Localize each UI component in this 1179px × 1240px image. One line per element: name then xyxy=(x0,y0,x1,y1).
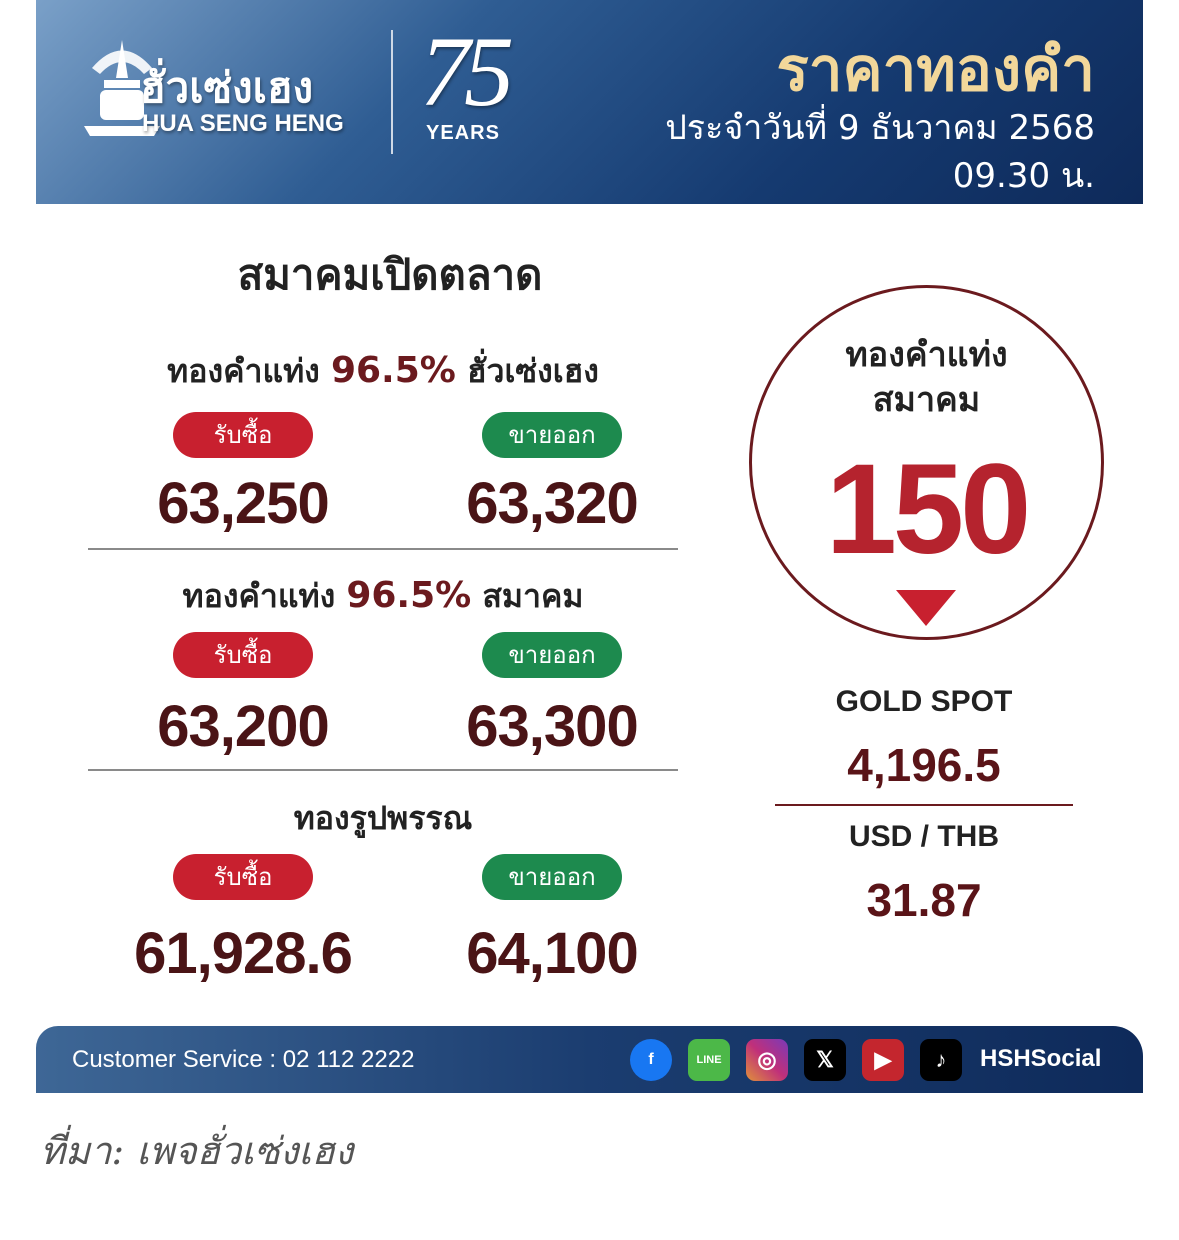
time-text: 09.30 น. xyxy=(952,156,1095,196)
youtube-icon[interactable]: ▶ xyxy=(862,1039,904,1081)
heading-suffix: สมาคม xyxy=(482,577,584,615)
purity-text: 96.5% xyxy=(330,350,456,391)
sell-badge: ขายออก xyxy=(482,854,622,900)
buy-price: 63,250 xyxy=(157,471,329,536)
section-divider xyxy=(88,548,678,550)
sell-price: 64,100 xyxy=(466,921,638,986)
header-banner xyxy=(36,0,1143,204)
gold-spot-value: 4,196.5 xyxy=(847,739,1001,791)
market-divider xyxy=(775,804,1073,806)
price-heading: ทองรูปพรรณ xyxy=(88,793,678,844)
social-handle: HSHSocial xyxy=(980,1045,1102,1072)
price-heading: ทองคำแท่ง 96.5% สมาคม xyxy=(88,571,678,622)
usd-thb-value: 31.87 xyxy=(866,874,982,926)
section-divider xyxy=(88,769,678,771)
source-caption: ที่มา: เพจฮั่วเซ่งเฮง xyxy=(40,1129,354,1173)
change-value: 150 xyxy=(825,438,1032,581)
gold-spot-label: GOLD SPOT xyxy=(835,685,1013,718)
x-icon[interactable]: 𝕏 xyxy=(804,1039,846,1081)
purity-text: 96.5% xyxy=(346,575,472,616)
sell-badge: ขายออก xyxy=(482,632,622,678)
heading-suffix: ฮั่วเซ่งเฮง xyxy=(466,352,599,390)
price-heading: ทองคำแท่ง 96.5% ฮั่วเซ่งเฮง xyxy=(88,346,678,397)
sell-price: 63,300 xyxy=(466,694,638,759)
sell-price: 63,320 xyxy=(466,471,638,536)
change-label-line2: สมาคม xyxy=(872,380,981,420)
customer-service: Customer Service : 02 112 2222 xyxy=(72,1046,415,1073)
heading-text: ทองรูปพรรณ xyxy=(293,799,473,837)
heading-text: ทองคำแท่ง xyxy=(182,577,336,615)
section-title: สมาคมเปิดตลาด xyxy=(237,250,543,299)
hua-seng-heng-logo-icon xyxy=(84,40,160,136)
sell-badge: ขายออก xyxy=(482,412,622,458)
brand-name-english: HUA SENG HENG xyxy=(142,110,344,137)
buy-price: 61,928.6 xyxy=(134,921,353,986)
buy-price: 63,200 xyxy=(157,694,329,759)
tiktok-icon[interactable]: ♪ xyxy=(920,1039,962,1081)
buy-badge: รับซื้อ xyxy=(173,854,313,900)
page-title: ราคาทองคำ xyxy=(776,35,1095,105)
anniversary-number: 75 xyxy=(420,16,514,127)
line-icon[interactable]: LINE xyxy=(688,1039,730,1081)
instagram-icon[interactable]: ◎ xyxy=(746,1039,788,1081)
facebook-icon[interactable]: f xyxy=(630,1039,672,1081)
change-label-line1: ทองคำแท่ง xyxy=(845,335,1008,375)
down-arrow-icon xyxy=(896,590,956,626)
header-divider xyxy=(391,30,393,154)
usd-thb-label: USD / THB xyxy=(849,820,999,853)
anniversary-label: YEARS xyxy=(426,122,500,144)
date-text: ประจำวันที่ 9 ธันวาคม 2568 xyxy=(665,108,1095,148)
buy-badge: รับซื้อ xyxy=(173,412,313,458)
brand-name-thai: ฮั่วเซ่งเฮง xyxy=(140,63,314,112)
heading-text: ทองคำแท่ง xyxy=(167,352,320,390)
buy-badge: รับซื้อ xyxy=(173,632,313,678)
change-circle xyxy=(749,285,1104,640)
